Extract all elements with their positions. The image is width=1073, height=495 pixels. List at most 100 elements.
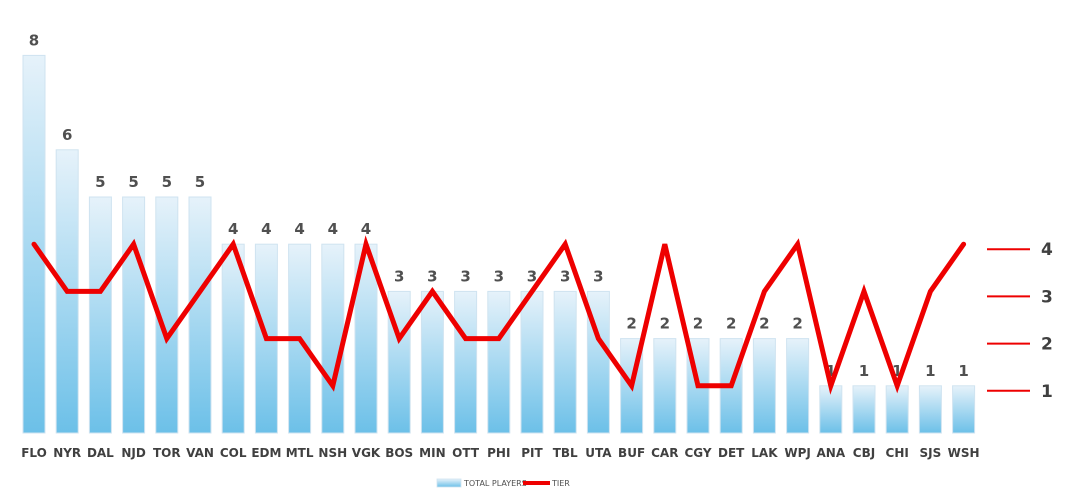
bar-value-label-nyr: 6 bbox=[62, 126, 72, 144]
tier-point-bos bbox=[398, 338, 400, 340]
category-label-dal: DAL bbox=[87, 446, 114, 460]
tier-line-group bbox=[31, 235, 967, 395]
tier-point-min bbox=[431, 290, 433, 292]
category-label-ott: OTT bbox=[452, 446, 480, 460]
category-label-nyr: NYR bbox=[53, 446, 81, 460]
bar-value-label-min: 3 bbox=[427, 267, 437, 285]
bar-van bbox=[188, 196, 212, 434]
tier-tick-label-3: 3 bbox=[1041, 287, 1053, 307]
category-label-wpj: WPJ bbox=[784, 446, 811, 460]
bar-value-label-cgy: 2 bbox=[693, 315, 703, 333]
bar-value-label-van: 5 bbox=[195, 173, 205, 191]
tier-point-lak bbox=[763, 290, 765, 292]
bar-value-label-edm: 4 bbox=[261, 220, 271, 238]
category-label-vgk: VGK bbox=[352, 446, 381, 460]
tier-point-nyr bbox=[66, 290, 68, 292]
tier-point-cgy bbox=[697, 385, 699, 387]
category-label-wsh: WSH bbox=[948, 446, 980, 460]
bar-phi bbox=[487, 290, 511, 434]
tier-point-uta bbox=[597, 338, 599, 340]
tier-point-flo bbox=[33, 243, 35, 245]
category-label-buf: BUF bbox=[618, 446, 645, 460]
tier-point-van bbox=[199, 290, 201, 292]
bar-njd bbox=[122, 196, 146, 434]
tier-point-pit bbox=[531, 290, 533, 292]
legend-swatch-total-players bbox=[436, 478, 462, 488]
bar-value-label-vgk: 4 bbox=[361, 220, 371, 238]
category-label-min: MIN bbox=[419, 446, 445, 460]
bar-value-label-wpj: 2 bbox=[792, 315, 802, 333]
category-label-flo: FLO bbox=[21, 446, 47, 460]
bar-ott bbox=[454, 290, 478, 434]
bar-value-label-nsh: 4 bbox=[328, 220, 338, 238]
bar-pit bbox=[520, 290, 544, 434]
bar-car bbox=[653, 338, 677, 434]
bar-value-label-chi: 1 bbox=[892, 362, 902, 380]
bar-value-label-bos: 3 bbox=[394, 267, 404, 285]
tier-point-tbl bbox=[564, 243, 566, 245]
tier-tick-label-1: 1 bbox=[1041, 382, 1053, 402]
bar-value-label-wsh: 1 bbox=[958, 362, 968, 380]
bar-value-label-pit: 3 bbox=[527, 267, 537, 285]
bar-value-label-njd: 5 bbox=[128, 173, 138, 191]
category-label-nsh: NSH bbox=[318, 446, 347, 460]
bar-min bbox=[420, 290, 444, 434]
bar-tbl bbox=[553, 290, 577, 434]
category-label-chi: CHI bbox=[886, 446, 909, 460]
tier-point-phi bbox=[498, 338, 500, 340]
category-label-cbj: CBJ bbox=[853, 446, 875, 460]
bar-value-label-det: 2 bbox=[726, 315, 736, 333]
tier-point-cbj bbox=[863, 290, 865, 292]
bar-value-label-dal: 5 bbox=[95, 173, 105, 191]
tier-point-ott bbox=[465, 338, 467, 340]
tier-point-mtl bbox=[299, 338, 301, 340]
bar-value-label-tor: 5 bbox=[162, 173, 172, 191]
category-label-det: DET bbox=[718, 446, 745, 460]
category-label-mtl: MTL bbox=[286, 446, 314, 460]
tier-point-col bbox=[232, 243, 234, 245]
tier-tick-label-2: 2 bbox=[1041, 335, 1053, 355]
category-label-sjs: SJS bbox=[920, 446, 942, 460]
bar-labels-group: 8 6 5 5 5 5 4 4 4 4 4 3 3 3 3 3 3 3 2 2 2 2 2 2 1 1 1 1 1 bbox=[29, 31, 969, 379]
tier-point-njd bbox=[133, 243, 135, 245]
bar-sjs bbox=[918, 385, 942, 434]
bar-value-label-ana: 1 bbox=[826, 362, 836, 380]
bar-value-label-tbl: 3 bbox=[560, 267, 570, 285]
tier-point-edm bbox=[265, 338, 267, 340]
category-label-pit: PIT bbox=[521, 446, 543, 460]
category-label-van: VAN bbox=[186, 446, 214, 460]
tier-point-tor bbox=[166, 338, 168, 340]
tier-point-wsh bbox=[963, 243, 965, 245]
bar-wpj bbox=[786, 338, 810, 434]
tier-point-chi bbox=[896, 385, 898, 387]
bar-wsh bbox=[952, 385, 976, 434]
bar-nsh bbox=[321, 243, 345, 434]
bar-value-label-uta: 3 bbox=[593, 267, 603, 285]
bar-value-label-cbj: 1 bbox=[859, 362, 869, 380]
category-label-col: COL bbox=[220, 446, 247, 460]
category-label-lak: LAK bbox=[751, 446, 778, 460]
legend: TOTAL PLAYERS TIER bbox=[436, 478, 570, 488]
tier-point-vgk bbox=[365, 243, 367, 245]
bar-value-label-sjs: 1 bbox=[925, 362, 935, 380]
bar-value-label-car: 2 bbox=[660, 315, 670, 333]
bar-value-label-phi: 3 bbox=[494, 267, 504, 285]
category-label-njd: NJD bbox=[121, 446, 146, 460]
tier-point-buf bbox=[631, 385, 633, 387]
tier-point-nsh bbox=[332, 385, 334, 387]
bar-value-label-mtl: 4 bbox=[294, 220, 304, 238]
category-label-phi: PHI bbox=[487, 446, 510, 460]
category-label-car: CAR bbox=[651, 446, 678, 460]
category-label-uta: UTA bbox=[585, 446, 612, 460]
bar-tor bbox=[155, 196, 179, 434]
tier-point-det bbox=[730, 385, 732, 387]
tier-point-wpj bbox=[797, 243, 799, 245]
category-label-tor: TOR bbox=[153, 446, 181, 460]
bar-value-label-flo: 8 bbox=[29, 31, 39, 49]
bar-value-label-lak: 2 bbox=[759, 315, 769, 333]
bar-lak bbox=[752, 338, 776, 434]
legend-label-tier: TIER bbox=[551, 479, 570, 488]
category-label-edm: EDM bbox=[251, 446, 281, 460]
bar-value-label-buf: 2 bbox=[626, 315, 636, 333]
